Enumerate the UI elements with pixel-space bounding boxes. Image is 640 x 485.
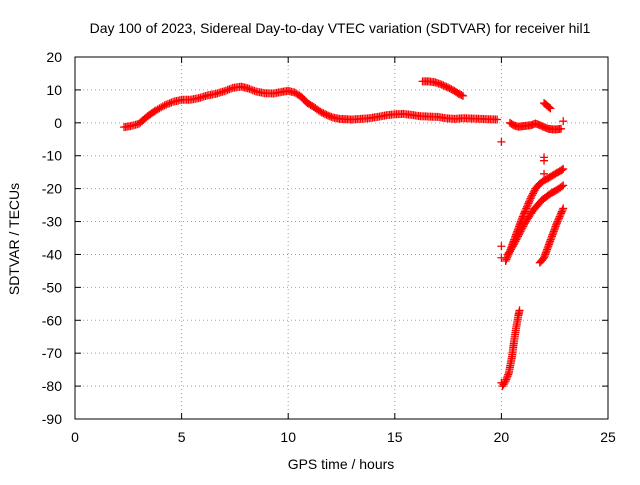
data-point (559, 204, 568, 213)
data-point (559, 164, 568, 173)
data-point (248, 86, 257, 95)
data-point (155, 104, 164, 113)
y-tick-label: -50 (42, 279, 62, 295)
data-point (493, 115, 502, 124)
data-point (225, 85, 234, 94)
data-point (221, 86, 230, 95)
y-tick-label: -30 (42, 214, 62, 230)
x-axis-label: GPS time / hours (288, 456, 395, 472)
data-point (557, 182, 566, 191)
data-point (245, 84, 254, 93)
data-point (227, 84, 236, 93)
data-point (515, 306, 524, 315)
data-point (546, 104, 555, 113)
x-tick-label: 25 (600, 429, 616, 445)
data-point (167, 98, 176, 107)
data-point (160, 101, 169, 110)
grid-layer (75, 57, 608, 419)
data-point (559, 117, 568, 126)
y-tick-label: -10 (42, 148, 62, 164)
y-tick-label: 10 (46, 82, 62, 98)
data-point (162, 100, 171, 109)
data-point (223, 85, 232, 94)
data-point (559, 181, 568, 190)
x-tick-label: 10 (280, 429, 296, 445)
y-tick-label: -60 (42, 312, 62, 328)
data-point (220, 87, 229, 96)
y-tick-label: 0 (54, 115, 62, 131)
data-point (457, 91, 466, 100)
y-tick-label: -70 (42, 345, 62, 361)
data-point (153, 105, 162, 114)
chart-title: Day 100 of 2023, Sidereal Day-to-day VTE… (90, 20, 591, 36)
data-point (558, 206, 567, 215)
x-tick-label: 20 (494, 429, 510, 445)
data-point (152, 106, 161, 115)
data-point (558, 165, 567, 174)
data-point (157, 103, 166, 112)
data-point (243, 84, 252, 93)
x-tick-label: 0 (71, 429, 79, 445)
data-point (497, 137, 506, 146)
data-point (163, 99, 172, 108)
data-point (540, 169, 549, 178)
data-point (545, 103, 554, 112)
data-point (158, 102, 167, 111)
x-tick-label: 15 (387, 429, 403, 445)
tick-layer: 0 5 10 15 20 25 -90 -80 -70 -60 -50 -40 -30 -20 -10 0 10… (42, 49, 616, 445)
data-point (497, 253, 506, 262)
data-point (540, 156, 549, 165)
y-axis-label: SDTVAR / TECUs (6, 183, 22, 295)
data-point (497, 242, 506, 251)
y-tick-label: -90 (42, 411, 62, 427)
points-layer (120, 77, 568, 391)
data-point (247, 85, 256, 94)
y-tick-label: -20 (42, 181, 62, 197)
data-point (165, 99, 174, 108)
data-point (459, 91, 468, 100)
y-tick-label: -40 (42, 246, 62, 262)
data-point (557, 124, 566, 133)
x-tick-label: 5 (178, 429, 186, 445)
plot-frame (74, 56, 609, 420)
y-tick-label: 20 (46, 49, 62, 65)
data-point (250, 86, 259, 95)
data-point (497, 378, 506, 387)
y-tick-label: -80 (42, 378, 62, 394)
